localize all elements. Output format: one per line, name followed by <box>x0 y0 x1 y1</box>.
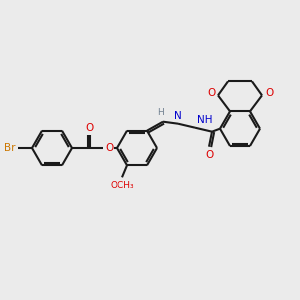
Text: O: O <box>86 123 94 133</box>
Text: O: O <box>207 88 215 98</box>
Text: OCH₃: OCH₃ <box>110 181 134 190</box>
Text: O: O <box>265 88 273 98</box>
Text: Br: Br <box>4 143 16 153</box>
Text: O: O <box>205 150 213 160</box>
Text: O: O <box>105 143 113 153</box>
Text: H: H <box>157 108 164 117</box>
Text: NH: NH <box>197 115 212 125</box>
Text: N: N <box>174 111 182 121</box>
